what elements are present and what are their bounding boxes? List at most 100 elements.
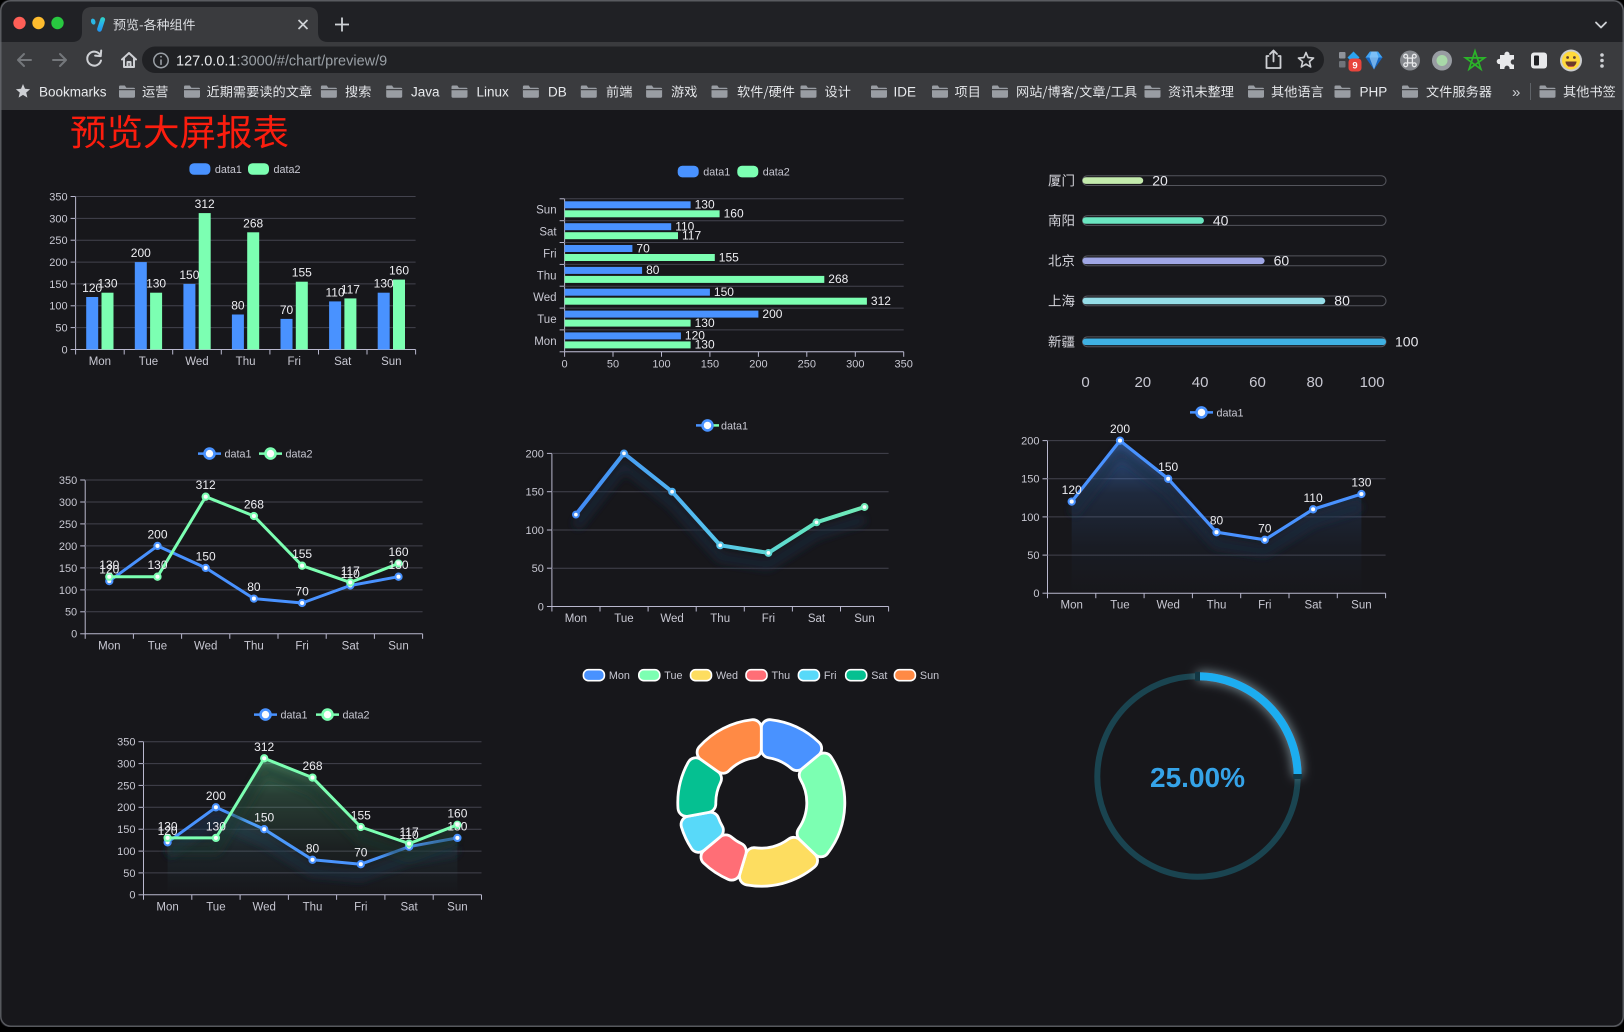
svg-text:Wed: Wed (716, 670, 738, 682)
svg-text:Tue: Tue (148, 640, 167, 652)
svg-text:Thu: Thu (1207, 600, 1227, 612)
svg-text:80: 80 (247, 580, 261, 594)
svg-text:100: 100 (1360, 374, 1385, 391)
svg-text:130: 130 (695, 198, 715, 212)
svg-text:Wed: Wed (194, 640, 217, 652)
svg-text:350: 350 (49, 191, 67, 203)
svg-text:100: 100 (526, 525, 544, 537)
svg-text:80: 80 (306, 841, 320, 855)
svg-text:150: 150 (714, 285, 734, 299)
svg-text:Fri: Fri (543, 248, 556, 260)
svg-text:80: 80 (1334, 293, 1350, 309)
svg-text:Mon: Mon (156, 901, 178, 913)
svg-text:Tue: Tue (614, 613, 633, 625)
svg-text:Bookmarks: Bookmarks (39, 85, 107, 100)
svg-text:350: 350 (895, 358, 913, 370)
svg-text:Wed: Wed (533, 292, 556, 304)
svg-text:160: 160 (388, 545, 408, 559)
svg-text:60: 60 (1249, 374, 1266, 391)
svg-text:Wed: Wed (660, 613, 683, 625)
svg-text:250: 250 (59, 519, 77, 531)
svg-text:100: 100 (1395, 334, 1419, 350)
svg-text:130: 130 (388, 558, 408, 572)
svg-text:Thu: Thu (236, 356, 256, 368)
svg-text:300: 300 (49, 213, 67, 225)
svg-text:160: 160 (447, 806, 467, 820)
svg-text:200: 200 (1021, 436, 1039, 448)
svg-text:Wed: Wed (1156, 600, 1179, 612)
svg-text:Mon: Mon (609, 670, 630, 682)
svg-text:data1: data1 (1217, 407, 1244, 419)
svg-text:130: 130 (1351, 476, 1371, 490)
svg-text:70: 70 (636, 241, 650, 255)
svg-text:20: 20 (1152, 172, 1168, 188)
svg-text:Fri: Fri (762, 613, 775, 625)
svg-text:120: 120 (1062, 483, 1082, 497)
svg-text:200: 200 (1110, 422, 1130, 436)
svg-text:312: 312 (871, 294, 891, 308)
svg-text:250: 250 (798, 358, 816, 370)
svg-text:data2: data2 (274, 164, 301, 176)
svg-text:Mon: Mon (534, 336, 556, 348)
svg-text:117: 117 (341, 564, 360, 578)
svg-text:312: 312 (196, 478, 216, 492)
svg-text:155: 155 (292, 266, 312, 280)
svg-text:Thu: Thu (772, 670, 791, 682)
svg-text:Thu: Thu (537, 270, 557, 282)
svg-text:Sun: Sun (381, 356, 401, 368)
svg-text:268: 268 (243, 216, 263, 230)
svg-text:268: 268 (302, 759, 322, 773)
svg-text:268: 268 (244, 498, 264, 512)
svg-text:Tue: Tue (206, 901, 225, 913)
svg-text:25.00%: 25.00% (1150, 762, 1245, 793)
svg-text:Sat: Sat (539, 227, 557, 239)
svg-text:120: 120 (82, 281, 102, 295)
svg-text:268: 268 (828, 272, 848, 286)
svg-text:160: 160 (389, 264, 409, 278)
svg-text:20: 20 (1134, 374, 1151, 391)
svg-text:100: 100 (652, 358, 670, 370)
svg-text:130: 130 (695, 316, 715, 330)
svg-text:130: 130 (97, 277, 117, 291)
svg-text:130: 130 (374, 277, 394, 291)
svg-text:80: 80 (646, 263, 660, 277)
svg-text:100: 100 (59, 585, 77, 597)
svg-text:80: 80 (1306, 374, 1323, 391)
svg-text:»: » (1512, 84, 1520, 101)
svg-text:110: 110 (326, 285, 345, 299)
svg-text:117: 117 (341, 282, 360, 296)
svg-text:Mon: Mon (1061, 600, 1083, 612)
svg-text:120: 120 (158, 824, 178, 838)
svg-text:Sun: Sun (388, 640, 408, 652)
svg-text:130: 130 (158, 819, 178, 833)
svg-text:Sat: Sat (871, 670, 887, 682)
svg-text:110: 110 (341, 567, 360, 581)
svg-text:0: 0 (61, 344, 67, 356)
svg-text:Fri: Fri (824, 670, 837, 682)
svg-text:Thu: Thu (303, 901, 323, 913)
svg-text:130: 130 (147, 558, 167, 572)
svg-text:Sat: Sat (334, 356, 352, 368)
svg-text:Fri: Fri (354, 901, 367, 913)
svg-text:155: 155 (292, 547, 312, 561)
svg-text:0: 0 (129, 890, 135, 902)
svg-text:70: 70 (354, 846, 368, 860)
svg-text:100: 100 (1021, 512, 1039, 524)
svg-text:312: 312 (254, 740, 274, 754)
svg-text:data2: data2 (343, 710, 370, 722)
svg-text:150: 150 (1021, 474, 1039, 486)
svg-text:150: 150 (701, 358, 719, 370)
svg-text:Thu: Thu (710, 613, 730, 625)
svg-text:350: 350 (59, 475, 77, 487)
svg-text:200: 200 (59, 541, 77, 553)
svg-text:Thu: Thu (244, 640, 264, 652)
svg-text:120: 120 (685, 329, 705, 343)
svg-text:150: 150 (59, 563, 77, 575)
svg-text:200: 200 (117, 802, 135, 814)
svg-text:300: 300 (117, 759, 135, 771)
svg-text:data1: data1 (721, 420, 748, 432)
svg-text:200: 200 (526, 448, 544, 460)
svg-text:130: 130 (695, 338, 715, 352)
svg-text:data1: data1 (703, 167, 730, 179)
svg-text:Mon: Mon (89, 356, 111, 368)
